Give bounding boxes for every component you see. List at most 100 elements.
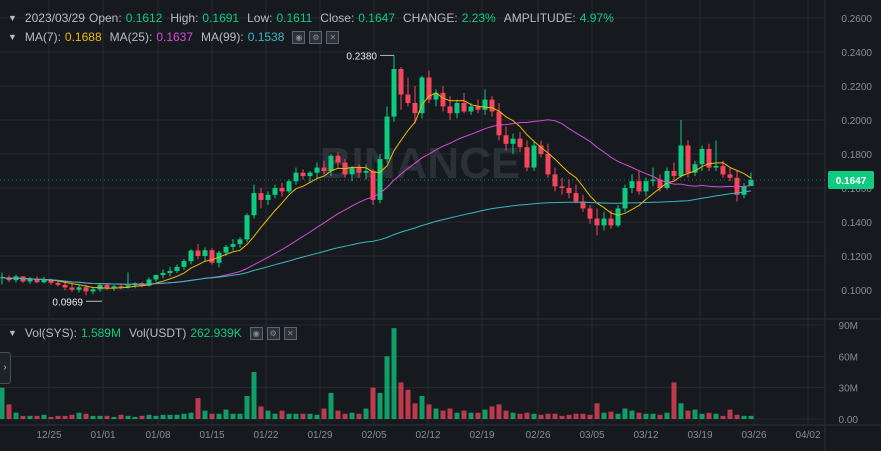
- candle: [307, 171, 313, 183]
- candle-body: [748, 180, 754, 186]
- volume-bar: [503, 410, 509, 419]
- price-tick-label: 0.2400: [841, 48, 872, 59]
- close-value: 0.1647: [358, 11, 395, 25]
- candle-body: [293, 172, 299, 182]
- collapse-arrow-icon[interactable]: ▼: [8, 328, 17, 338]
- candle-body: [41, 279, 47, 283]
- volume-tick-label: 90M: [839, 321, 858, 332]
- volume-bar: [48, 416, 54, 419]
- volume-bar: [160, 414, 166, 419]
- volume-bar: [258, 406, 264, 419]
- candle: [405, 77, 411, 107]
- candle-body: [83, 287, 89, 292]
- candle-body: [727, 174, 733, 178]
- volume-bar: [104, 415, 110, 419]
- volume-bar: [615, 413, 621, 419]
- eye-icon[interactable]: ◉: [249, 326, 263, 340]
- volume-bar: [692, 409, 698, 419]
- candle-body: [720, 165, 726, 175]
- time-tick-label: 01/08: [145, 430, 170, 441]
- candle: [454, 99, 460, 119]
- volume-bar: [496, 404, 502, 419]
- volume-bar: [685, 410, 691, 419]
- candle-body: [489, 99, 495, 112]
- volume-bar: [328, 392, 334, 419]
- candle-body: [559, 186, 565, 188]
- candle: [377, 154, 383, 204]
- candle: [748, 172, 754, 187]
- collapse-arrow-icon[interactable]: ▼: [8, 32, 17, 42]
- candle-body: [517, 138, 523, 148]
- volume-bar: [454, 412, 460, 419]
- candle-body: [160, 273, 166, 276]
- candle-body: [125, 285, 131, 287]
- candle-body: [482, 99, 488, 110]
- settings-icon[interactable]: ⚙: [309, 30, 323, 44]
- candle-body: [524, 147, 530, 168]
- candle-body: [230, 244, 236, 247]
- close-icon[interactable]: ✕: [326, 30, 340, 44]
- candle-body: [328, 155, 334, 171]
- volume-bar: [90, 415, 96, 419]
- candle-body: [538, 145, 544, 154]
- candle-body: [545, 154, 551, 175]
- candle: [125, 272, 131, 289]
- ma7-line: [1, 92, 752, 289]
- volume-bar: [20, 415, 26, 419]
- candle-body: [391, 69, 397, 117]
- candle-body: [27, 278, 33, 282]
- candle: [538, 140, 544, 158]
- candle-body: [265, 194, 271, 200]
- candle-body: [552, 174, 558, 187]
- volume-bar: [636, 412, 642, 419]
- time-tick-label: 03/05: [579, 430, 604, 441]
- candle-body: [307, 172, 313, 177]
- volume-bar: [384, 356, 390, 419]
- expand-panel-button[interactable]: ›: [0, 352, 11, 384]
- settings-icon[interactable]: ⚙: [266, 326, 280, 340]
- candle: [601, 211, 607, 231]
- candle-body: [461, 103, 467, 112]
- time-tick-label: 02/19: [469, 430, 494, 441]
- volume-bar: [251, 372, 257, 419]
- volume-bar: [223, 409, 229, 419]
- candle-date: 2023/03/29: [24, 11, 85, 25]
- candle-body: [34, 278, 40, 283]
- eye-icon[interactable]: ◉: [292, 30, 306, 44]
- volume-bar: [0, 387, 5, 419]
- price-tick-label: 0.1800: [841, 150, 872, 161]
- candle-body: [531, 145, 537, 168]
- candle-body: [601, 218, 607, 226]
- price-tick-label: 0.2200: [841, 82, 872, 93]
- candle-body: [454, 103, 460, 114]
- candle-body: [741, 185, 747, 195]
- price-tick-label: 0.1200: [841, 252, 872, 263]
- close-icon[interactable]: ✕: [283, 326, 297, 340]
- candle-body: [706, 148, 712, 168]
- candle: [251, 184, 257, 219]
- candle-body: [202, 250, 208, 256]
- candle-body: [356, 167, 362, 173]
- candle: [314, 162, 320, 178]
- candle-body: [76, 287, 82, 290]
- volume-bar: [181, 413, 187, 419]
- candle-body: [419, 77, 425, 114]
- candle: [419, 75, 425, 119]
- volume-legend: ▼ Vol(SYS): 1.589M Vol(USDT) 262.939K ◉ ⚙ …: [8, 326, 301, 340]
- time-tick-label: 02/05: [361, 430, 386, 441]
- candle-body: [321, 167, 327, 171]
- volume-bar: [412, 403, 418, 419]
- candle-body: [251, 193, 257, 216]
- ma25-value: 0.1637: [156, 30, 194, 44]
- volume-bar: [132, 416, 138, 419]
- candle: [153, 274, 159, 282]
- collapse-arrow-icon[interactable]: ▼: [8, 13, 17, 23]
- volume-bar: [76, 412, 82, 419]
- candle: [27, 277, 33, 284]
- volume-bar: [720, 415, 726, 419]
- volume-bar: [55, 415, 61, 419]
- candle: [69, 283, 75, 292]
- candle: [90, 287, 96, 295]
